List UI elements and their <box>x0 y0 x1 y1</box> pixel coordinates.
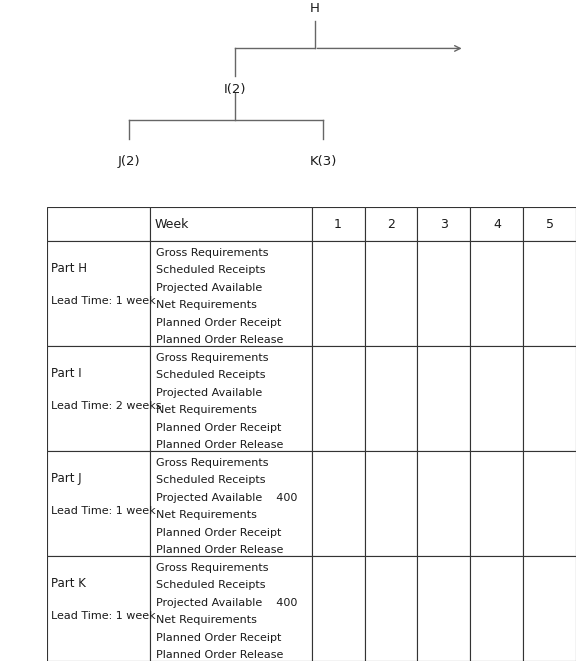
Text: Part I: Part I <box>51 367 82 380</box>
Text: Planned Order Receipt: Planned Order Receipt <box>155 423 281 433</box>
Bar <box>470 241 523 346</box>
Bar <box>417 452 470 556</box>
Bar <box>523 207 576 241</box>
Bar <box>523 452 576 556</box>
Text: Planned Order Release: Planned Order Release <box>155 650 283 660</box>
Text: Gross Requirements: Gross Requirements <box>155 248 268 258</box>
Bar <box>417 556 470 661</box>
Text: 2: 2 <box>387 218 395 230</box>
Bar <box>417 241 470 346</box>
Text: Lead Time: 1 week: Lead Time: 1 week <box>51 506 156 516</box>
Text: Gross Requirements: Gross Requirements <box>155 353 268 363</box>
Text: Part K: Part K <box>51 577 86 591</box>
Bar <box>151 556 312 661</box>
Bar <box>312 241 365 346</box>
Text: Projected Available    400: Projected Available 400 <box>155 598 297 608</box>
Bar <box>47 207 151 241</box>
Text: Scheduled Receipts: Scheduled Receipts <box>155 475 265 485</box>
Bar <box>312 346 365 452</box>
Text: Planned Order Receipt: Planned Order Receipt <box>155 317 281 327</box>
Text: Lead Time: 1 week: Lead Time: 1 week <box>51 611 156 621</box>
Bar <box>47 241 151 346</box>
Bar <box>47 452 151 556</box>
Bar <box>365 241 417 346</box>
Text: Week: Week <box>155 218 189 230</box>
Text: Projected Available    400: Projected Available 400 <box>155 492 297 502</box>
Text: Part J: Part J <box>51 472 82 485</box>
Text: Lead Time: 1 week: Lead Time: 1 week <box>51 296 156 306</box>
Bar <box>523 241 576 346</box>
Bar <box>151 452 312 556</box>
Text: Scheduled Receipts: Scheduled Receipts <box>155 265 265 275</box>
Text: J(2): J(2) <box>118 155 141 168</box>
Text: Planned Order Release: Planned Order Release <box>155 335 283 345</box>
Text: Net Requirements: Net Requirements <box>155 615 256 625</box>
Bar <box>470 452 523 556</box>
Text: Planned Order Release: Planned Order Release <box>155 545 283 555</box>
Bar <box>417 346 470 452</box>
Text: Gross Requirements: Gross Requirements <box>155 458 268 468</box>
Bar <box>470 556 523 661</box>
Bar <box>365 346 417 452</box>
Bar <box>365 207 417 241</box>
Text: Gross Requirements: Gross Requirements <box>155 562 268 572</box>
Text: Net Requirements: Net Requirements <box>155 510 256 520</box>
Bar <box>47 556 151 661</box>
Text: H: H <box>310 3 319 15</box>
Bar <box>151 207 312 241</box>
Text: Scheduled Receipts: Scheduled Receipts <box>155 370 265 380</box>
Bar <box>312 207 365 241</box>
Bar <box>523 556 576 661</box>
Text: 5: 5 <box>546 218 554 230</box>
Text: Planned Order Receipt: Planned Order Receipt <box>155 633 281 643</box>
Bar <box>312 556 365 661</box>
Text: Projected Available: Projected Available <box>155 283 262 293</box>
Bar <box>151 346 312 452</box>
Text: Planned Order Release: Planned Order Release <box>155 440 283 450</box>
Bar <box>523 346 576 452</box>
Text: 4: 4 <box>493 218 501 230</box>
Bar <box>312 452 365 556</box>
Text: Projected Available: Projected Available <box>155 387 262 397</box>
Text: Part H: Part H <box>51 262 87 275</box>
Text: Scheduled Receipts: Scheduled Receipts <box>155 580 265 590</box>
Text: I(2): I(2) <box>224 84 246 96</box>
Text: K(3): K(3) <box>310 155 337 168</box>
Bar <box>365 556 417 661</box>
Text: Net Requirements: Net Requirements <box>155 300 256 310</box>
Text: Lead Time: 2 weeks: Lead Time: 2 weeks <box>51 401 162 411</box>
Text: Planned Order Receipt: Planned Order Receipt <box>155 528 281 538</box>
Text: 1: 1 <box>334 218 342 230</box>
Bar <box>151 241 312 346</box>
Bar <box>470 207 523 241</box>
Bar <box>47 346 151 452</box>
Bar <box>417 207 470 241</box>
Text: 3: 3 <box>440 218 448 230</box>
Bar <box>365 452 417 556</box>
Bar <box>470 346 523 452</box>
Text: Net Requirements: Net Requirements <box>155 405 256 415</box>
